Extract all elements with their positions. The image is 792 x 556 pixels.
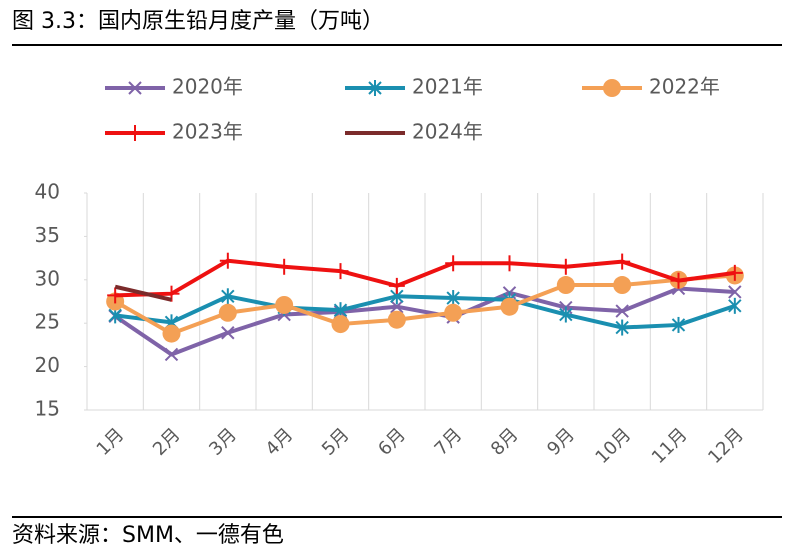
marker (670, 272, 687, 289)
x-tick-label: 9月 (543, 424, 579, 460)
series-line (114, 284, 172, 302)
x-tick-label: 10月 (591, 424, 635, 468)
marker-part (444, 303, 463, 322)
marker (388, 277, 405, 294)
marker (615, 304, 629, 318)
marker (556, 276, 575, 295)
series-line (114, 273, 735, 336)
legend-marker (127, 125, 143, 141)
marker (728, 297, 742, 314)
marker-part (128, 81, 142, 95)
marker (387, 310, 406, 329)
marker (726, 264, 743, 281)
x-tick-label: 3月 (205, 424, 241, 460)
marker (331, 315, 350, 334)
marker (445, 255, 462, 272)
marker (501, 255, 518, 272)
marker (615, 319, 629, 336)
marker-part (613, 276, 632, 295)
x-tick-label: 8月 (487, 424, 523, 460)
marker (557, 258, 574, 275)
marker-part (221, 326, 235, 340)
legend-label: 2021年 (412, 75, 483, 99)
y-tick-label: 30 (35, 266, 60, 290)
marker (390, 300, 404, 314)
chart-title: 图 3.3：国内原生铅月度产量（万吨） (12, 9, 384, 34)
marker (332, 263, 349, 280)
marker-part (162, 324, 181, 343)
marker-part (728, 285, 742, 299)
source: 资料来源：SMM、一德有色 (12, 523, 284, 548)
y-tick-label: 15 (35, 397, 60, 421)
marker-part (390, 300, 404, 314)
marker (444, 303, 463, 322)
marker (164, 347, 179, 362)
marker-part (164, 347, 179, 362)
x-tick-label: 1月 (93, 424, 129, 460)
legend-marker (603, 79, 621, 97)
marker (107, 287, 124, 304)
marker (219, 252, 236, 269)
legend-label: 2022年 (649, 75, 720, 99)
x-tick-label: 12月 (704, 424, 748, 468)
marker (218, 303, 237, 322)
marker (221, 326, 235, 340)
marker (275, 295, 294, 314)
legend-label: 2023年 (172, 120, 243, 144)
marker-part (500, 297, 519, 316)
marker-part (603, 79, 621, 97)
marker-part (387, 310, 406, 329)
series-line (115, 258, 736, 298)
legend-label: 2020年 (172, 75, 243, 99)
x-tick-label: 6月 (374, 424, 410, 460)
marker-part (615, 304, 629, 318)
y-tick-label: 25 (35, 310, 60, 334)
x-tick-label: 11月 (648, 424, 692, 468)
series-line (114, 294, 736, 330)
marker (500, 297, 519, 316)
x-tick-label: 7月 (431, 424, 467, 460)
x-tick-label: 4月 (262, 424, 298, 460)
marker (613, 276, 632, 295)
marker (559, 306, 573, 323)
marker (276, 258, 293, 275)
marker-part (275, 295, 294, 314)
marker (446, 290, 460, 307)
marker-part (556, 276, 575, 295)
legend-marker (368, 80, 382, 96)
legend-marker (128, 81, 142, 95)
y-tick-label: 40 (35, 180, 60, 204)
y-tick-label: 20 (35, 353, 60, 377)
marker (728, 285, 742, 299)
x-tick-label: 5月 (318, 424, 354, 460)
marker (221, 288, 235, 305)
series-line (114, 286, 735, 357)
marker-part (331, 315, 350, 334)
marker (614, 253, 631, 270)
marker-part (218, 303, 237, 322)
y-tick-label: 35 (35, 223, 60, 247)
marker (671, 316, 686, 333)
marker (162, 324, 181, 343)
x-tick-label: 2月 (149, 424, 185, 460)
legend-label: 2024年 (412, 120, 483, 144)
